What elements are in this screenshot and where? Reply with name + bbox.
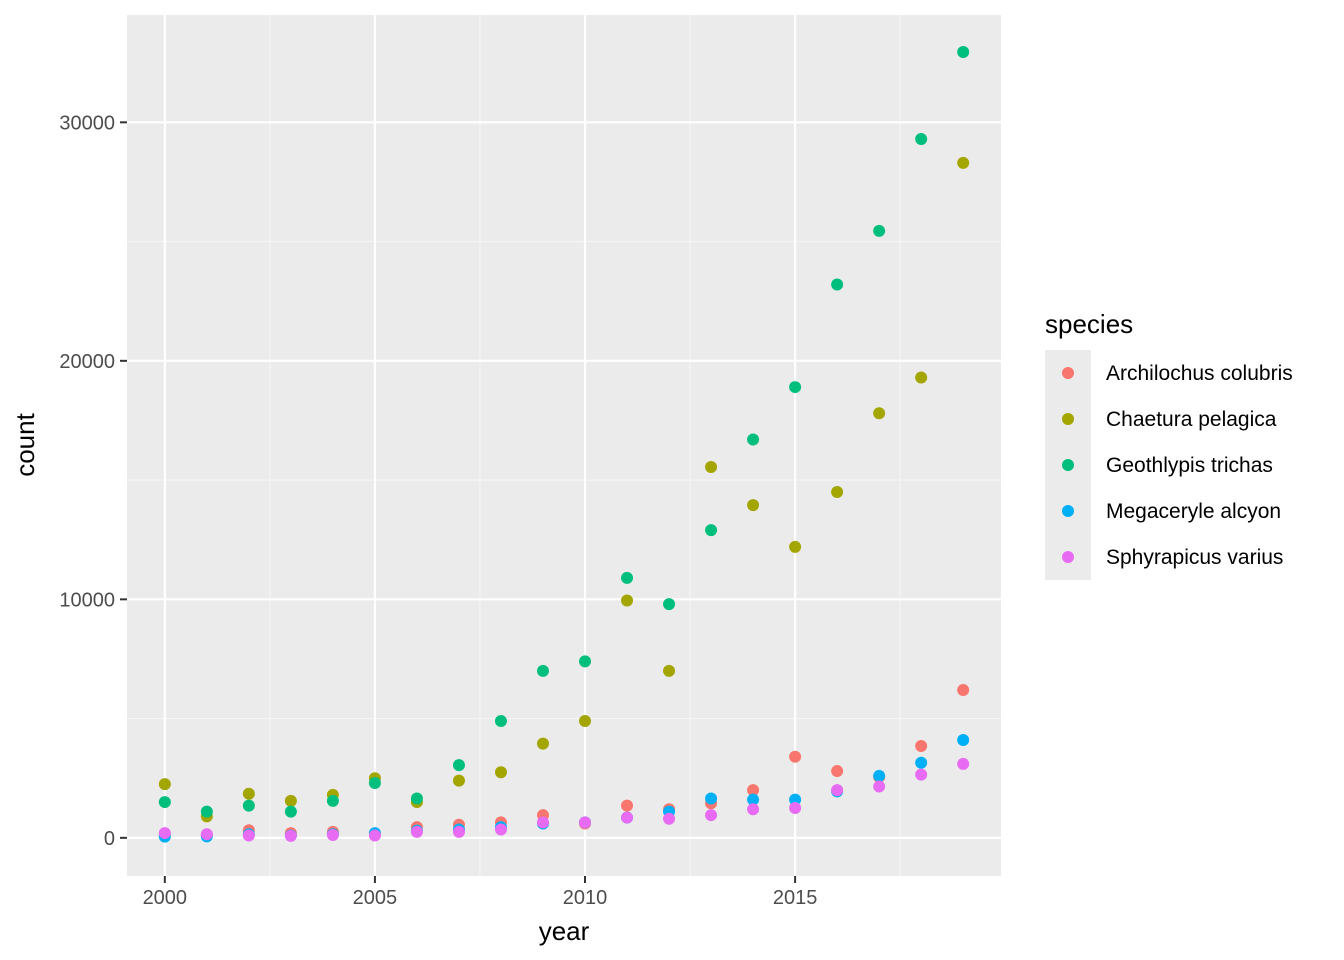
data-point [368, 829, 381, 842]
data-point [621, 811, 634, 824]
legend-label: Sphyrapicus varius [1106, 546, 1283, 569]
y-tick-label: 30000 [59, 112, 115, 134]
data-point [747, 433, 760, 446]
x-tick-label: 2000 [143, 887, 188, 909]
data-point [284, 829, 297, 842]
data-point [410, 792, 423, 805]
data-point [831, 784, 844, 797]
data-point [579, 714, 592, 727]
y-tick-label: 10000 [59, 589, 115, 611]
data-point [536, 816, 549, 829]
data-point [494, 823, 507, 836]
data-point [957, 683, 970, 696]
data-point [705, 792, 718, 805]
data-point [957, 757, 970, 770]
data-point [747, 803, 760, 816]
legend-label: Megaceryle alcyon [1106, 500, 1281, 523]
data-point [789, 802, 802, 815]
data-point [957, 45, 970, 58]
data-point [915, 133, 928, 146]
data-point [915, 371, 928, 384]
x-axis-title: year [539, 916, 590, 946]
data-point [705, 524, 718, 537]
legend-key [1062, 367, 1074, 379]
data-point [536, 737, 549, 750]
data-point [915, 768, 928, 781]
data-point [747, 784, 760, 797]
data-point [579, 816, 592, 829]
data-point [789, 750, 802, 763]
legend-label: Geothlypis trichas [1106, 454, 1273, 477]
x-tick-label: 2010 [563, 887, 608, 909]
data-point [200, 828, 213, 841]
data-point [873, 407, 886, 420]
legend-title: species [1045, 309, 1133, 339]
x-axis: 2000 2005 2010 2015 [143, 876, 818, 909]
data-point [579, 655, 592, 668]
data-point [284, 805, 297, 818]
data-point [242, 787, 255, 800]
legend-key [1062, 551, 1074, 563]
data-point [957, 156, 970, 169]
data-point [326, 828, 339, 841]
y-axis-title: count [10, 412, 40, 476]
x-tick-label: 2005 [353, 887, 398, 909]
data-point [284, 794, 297, 807]
data-point [873, 780, 886, 793]
legend-label: Archilochus colubris [1106, 362, 1293, 385]
data-point [452, 759, 465, 772]
data-point [452, 825, 465, 838]
major-gridlines [127, 15, 1001, 876]
data-point [621, 799, 634, 812]
legend-label: Chaetura pelagica [1106, 408, 1277, 431]
data-points [158, 45, 970, 843]
legend-key [1062, 459, 1074, 471]
data-point [368, 776, 381, 789]
data-point [242, 829, 255, 842]
data-point [789, 540, 802, 553]
x-tick-label: 2015 [773, 887, 818, 909]
data-point [158, 796, 171, 809]
y-tick-label: 0 [104, 828, 115, 850]
legend-key [1062, 505, 1074, 517]
data-point [705, 460, 718, 473]
data-point [158, 778, 171, 791]
data-point [242, 799, 255, 812]
data-point [663, 664, 676, 677]
data-point [915, 740, 928, 753]
data-point [873, 769, 886, 782]
legend-key [1062, 413, 1074, 425]
data-point [705, 809, 718, 822]
data-point [957, 734, 970, 747]
data-point [621, 571, 634, 584]
data-point [831, 765, 844, 778]
data-point [789, 793, 802, 806]
data-point [915, 756, 928, 769]
y-axis: 0 10000 20000 30000 [59, 112, 127, 850]
data-point [494, 766, 507, 779]
data-point [158, 827, 171, 840]
data-point [831, 486, 844, 499]
legend: species Archilochus colubris Chaetura pel… [1045, 309, 1293, 580]
data-point [326, 794, 339, 807]
data-point [873, 224, 886, 237]
data-point [831, 278, 844, 291]
data-point [536, 664, 549, 677]
plot-panel [127, 15, 1001, 876]
data-point [200, 805, 213, 818]
data-point [621, 594, 634, 607]
data-point [663, 598, 676, 611]
data-point [747, 793, 760, 806]
minor-gridlines [127, 15, 1001, 876]
data-point [410, 825, 423, 838]
data-point [789, 381, 802, 394]
data-point [452, 774, 465, 787]
y-tick-label: 20000 [59, 351, 115, 373]
data-point [494, 714, 507, 727]
data-point [747, 499, 760, 512]
data-point [663, 812, 676, 825]
